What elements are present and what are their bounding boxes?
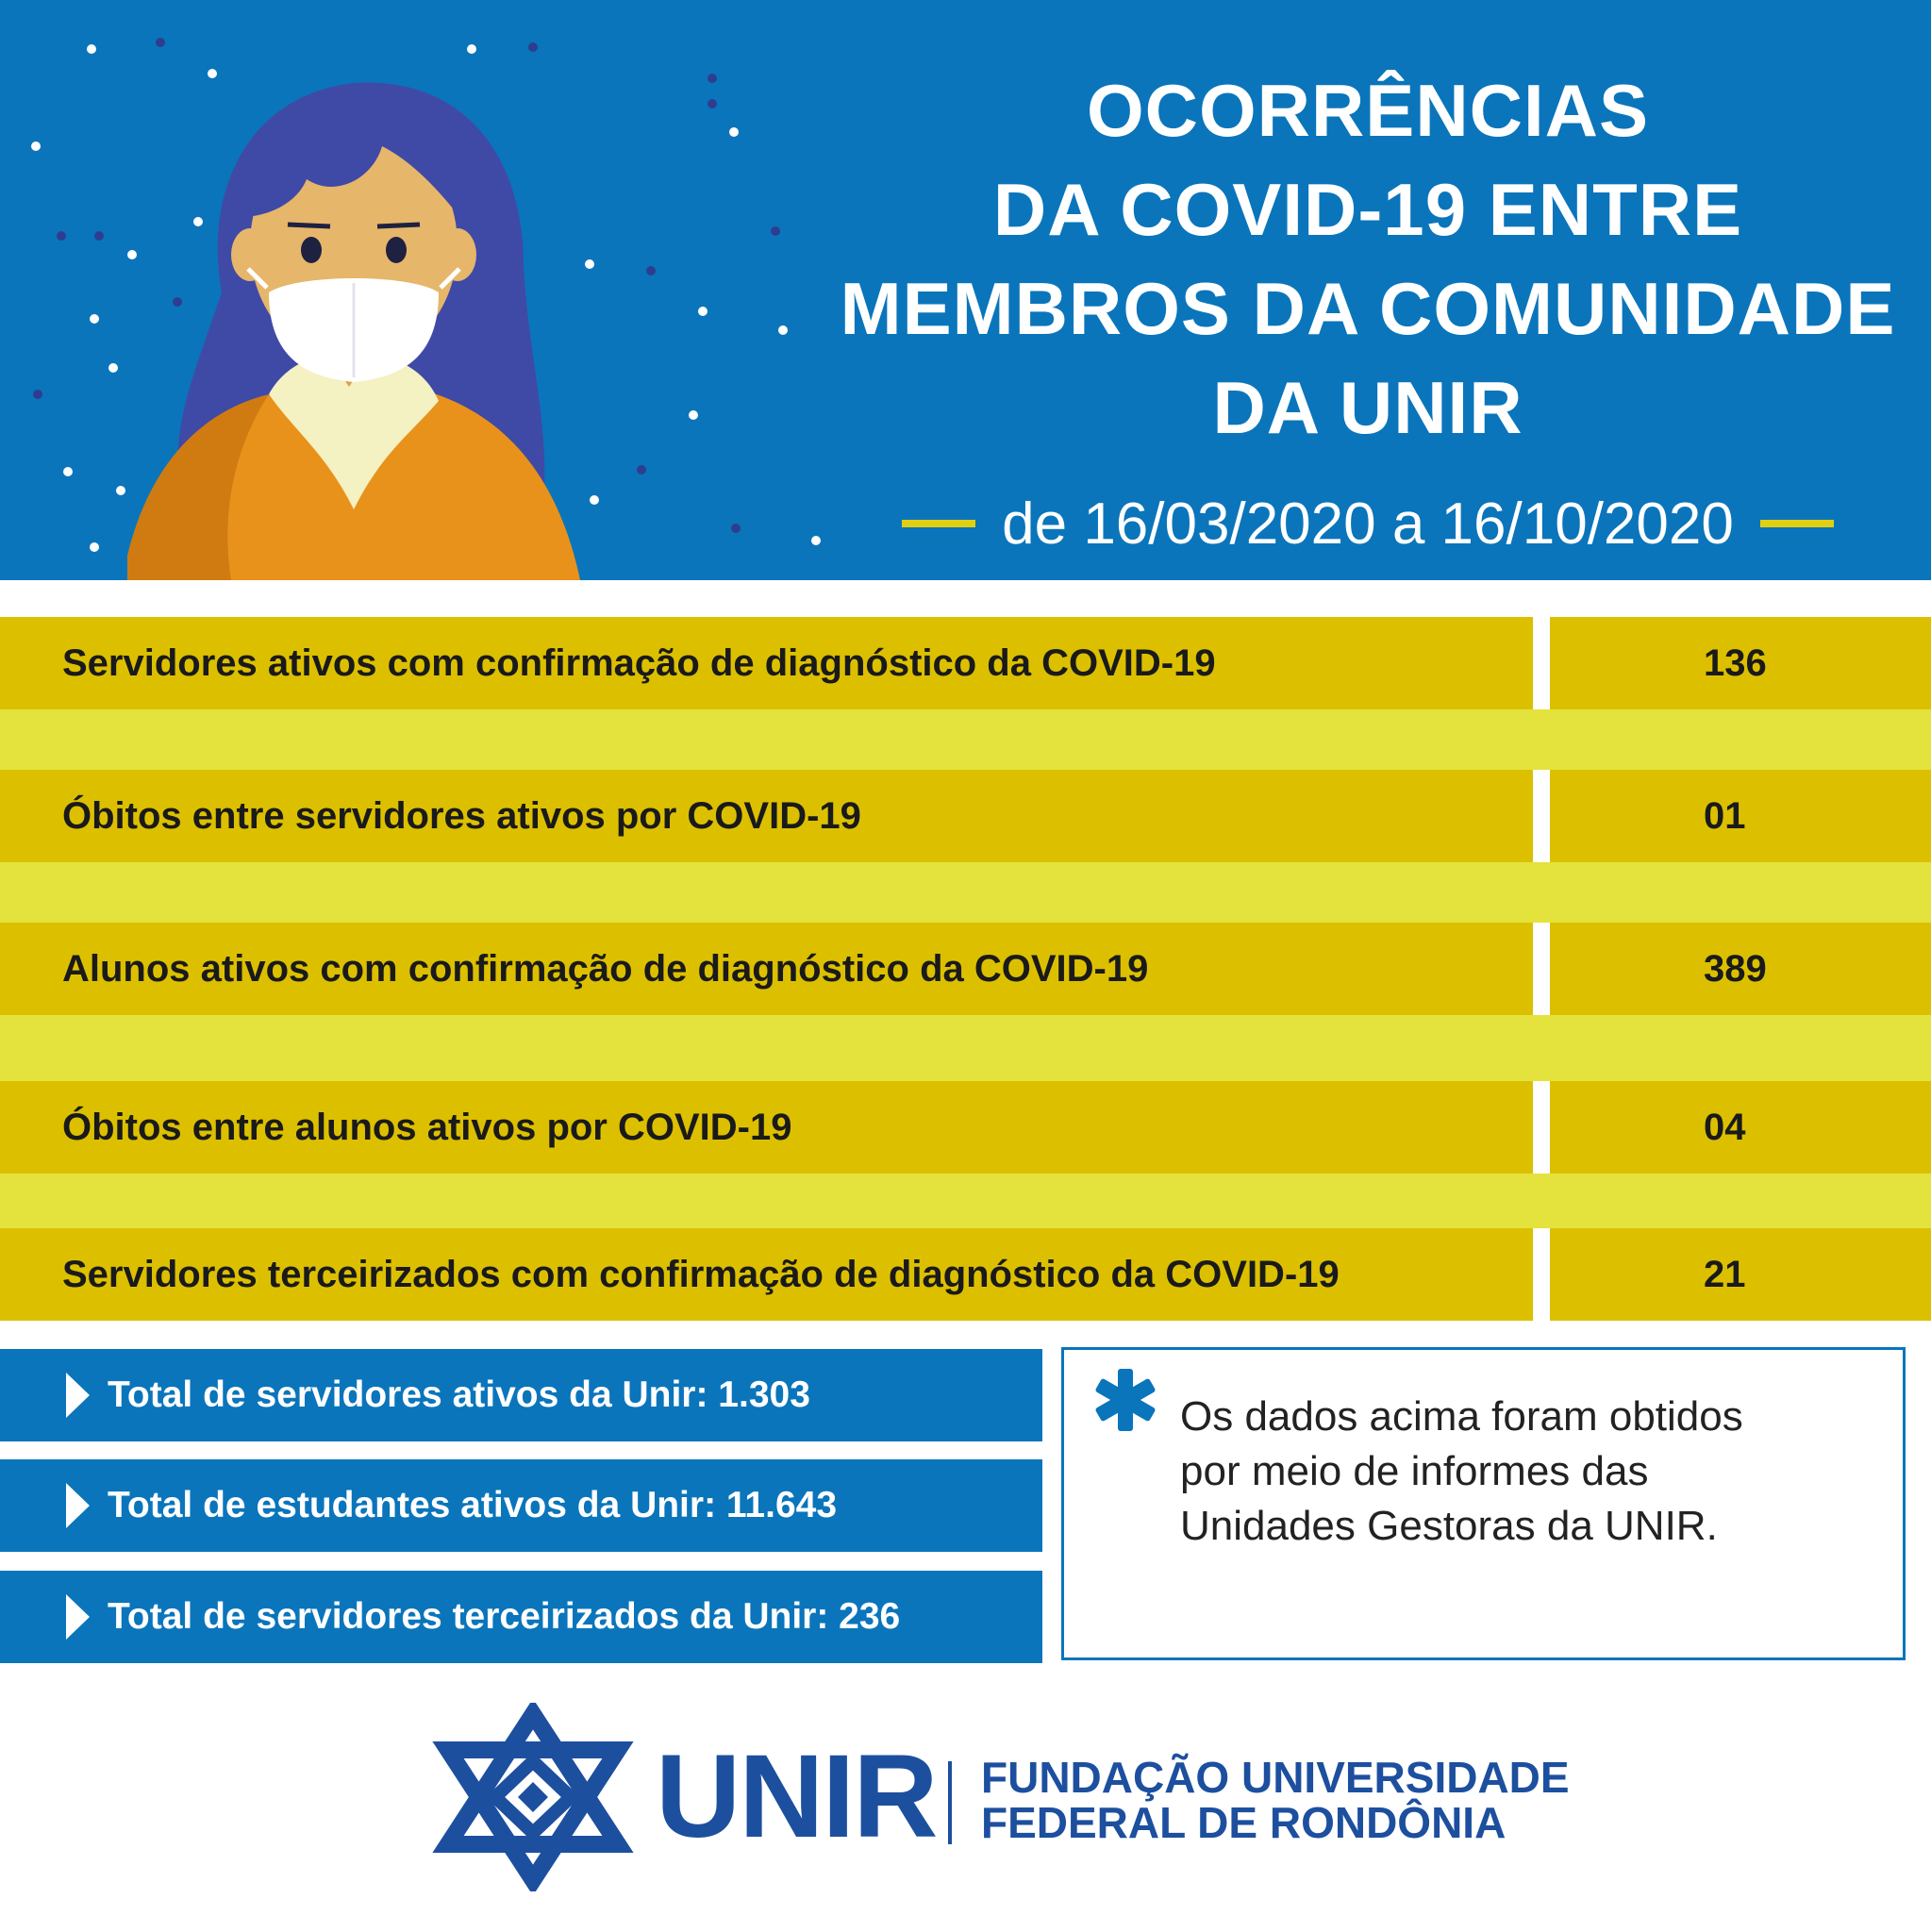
page-title: OCORRÊNCIAS DA COVID-19 ENTRE MEMBROS DA… xyxy=(821,61,1915,458)
note-text-line: por meio de informes das xyxy=(1180,1448,1649,1494)
title-line: DA COVID-19 ENTRE xyxy=(992,168,1743,251)
stat-value: 21 xyxy=(1704,1254,1746,1295)
stat-row: Servidores terceirizados com confirmação… xyxy=(0,1228,1931,1321)
stat-value: 389 xyxy=(1704,948,1767,990)
unir-star-logo-icon xyxy=(432,1703,634,1891)
note-text-line: Os dados acima foram obtidos xyxy=(1180,1393,1743,1440)
date-range: de 16/03/2020 a 16/10/2020 xyxy=(877,486,1858,561)
total-text: Total de servidores ativos da Unir: 1.30… xyxy=(108,1374,810,1415)
date-divider-right xyxy=(1759,520,1834,527)
stat-label-cell: Óbitos entre servidores ativos por COVID… xyxy=(0,770,1533,862)
title-line: DA UNIR xyxy=(1212,366,1523,449)
stat-value-cell: 01 xyxy=(1550,770,1931,862)
logo-divider xyxy=(948,1761,952,1844)
triangle-bullet-icon xyxy=(66,1594,90,1640)
stat-row: Servidores ativos com confirmação de dia… xyxy=(0,617,1931,709)
stat-row: Alunos ativos com confirmação de diagnós… xyxy=(0,923,1931,1015)
stat-value: 136 xyxy=(1704,642,1767,684)
stat-value-cell: 136 xyxy=(1550,617,1931,709)
row-spacer xyxy=(0,709,1931,770)
logo-wordmark: UNIR xyxy=(656,1731,939,1862)
data-source-note: Os dados acima foram obtidos por meio de… xyxy=(1061,1347,1906,1660)
stat-value-cell: 21 xyxy=(1550,1228,1931,1321)
stat-row: Óbitos entre alunos ativos por COVID-19 … xyxy=(0,1081,1931,1174)
header-banner: OCORRÊNCIAS DA COVID-19 ENTRE MEMBROS DA… xyxy=(0,0,1931,580)
stat-label-cell: Servidores terceirizados com confirmação… xyxy=(0,1228,1533,1321)
date-range-text: de 16/03/2020 a 16/10/2020 xyxy=(1002,491,1734,557)
total-item: Total de estudantes ativos da Unir: 11.6… xyxy=(0,1459,1042,1552)
stat-label: Servidores terceirizados com confirmação… xyxy=(62,1254,1340,1295)
stat-value: 01 xyxy=(1704,795,1746,837)
stat-label-cell: Alunos ativos com confirmação de diagnós… xyxy=(0,923,1533,1015)
logo-subtitle-line: FEDERAL DE RONDÔNIA xyxy=(981,1798,1507,1847)
stat-value-cell: 04 xyxy=(1550,1081,1931,1174)
star-dots-decoration xyxy=(31,38,821,552)
title-line: OCORRÊNCIAS xyxy=(1086,69,1650,152)
row-spacer xyxy=(0,1174,1931,1228)
stat-row: Óbitos entre servidores ativos por COVID… xyxy=(0,770,1931,862)
stat-label-cell: Óbitos entre alunos ativos por COVID-19 xyxy=(0,1081,1533,1174)
total-item: Total de servidores terceirizados da Uni… xyxy=(0,1571,1042,1663)
logo-subtitle-line: FUNDAÇÃO UNIVERSIDADE xyxy=(981,1753,1570,1802)
stat-label: Alunos ativos com confirmação de diagnós… xyxy=(62,948,1149,990)
stat-label: Servidores ativos com confirmação de dia… xyxy=(62,642,1216,684)
triangle-bullet-icon xyxy=(66,1373,90,1418)
stat-label: Óbitos entre alunos ativos por COVID-19 xyxy=(62,1107,792,1148)
note-text-line: Unidades Gestoras da UNIR. xyxy=(1180,1503,1718,1549)
row-spacer xyxy=(0,1015,1931,1081)
date-divider-left xyxy=(902,520,976,527)
stat-label: Óbitos entre servidores ativos por COVID… xyxy=(62,795,861,837)
asterisk-icon xyxy=(1095,1369,1156,1431)
total-text: Total de estudantes ativos da Unir: 11.6… xyxy=(108,1485,838,1525)
stat-value: 04 xyxy=(1704,1107,1746,1148)
total-text: Total de servidores terceirizados da Uni… xyxy=(108,1596,901,1637)
stat-value-cell: 389 xyxy=(1550,923,1931,1015)
stat-label-cell: Servidores ativos com confirmação de dia… xyxy=(0,617,1533,709)
title-line: MEMBROS DA COMUNIDADE xyxy=(840,267,1896,350)
row-spacer xyxy=(0,862,1931,923)
triangle-bullet-icon xyxy=(66,1483,90,1528)
total-item: Total de servidores ativos da Unir: 1.30… xyxy=(0,1349,1042,1441)
woman-with-face-mask-icon xyxy=(127,82,580,580)
unir-logo: UNIR FUNDAÇÃO UNIVERSIDADE FEDERAL DE RO… xyxy=(424,1703,1570,1891)
